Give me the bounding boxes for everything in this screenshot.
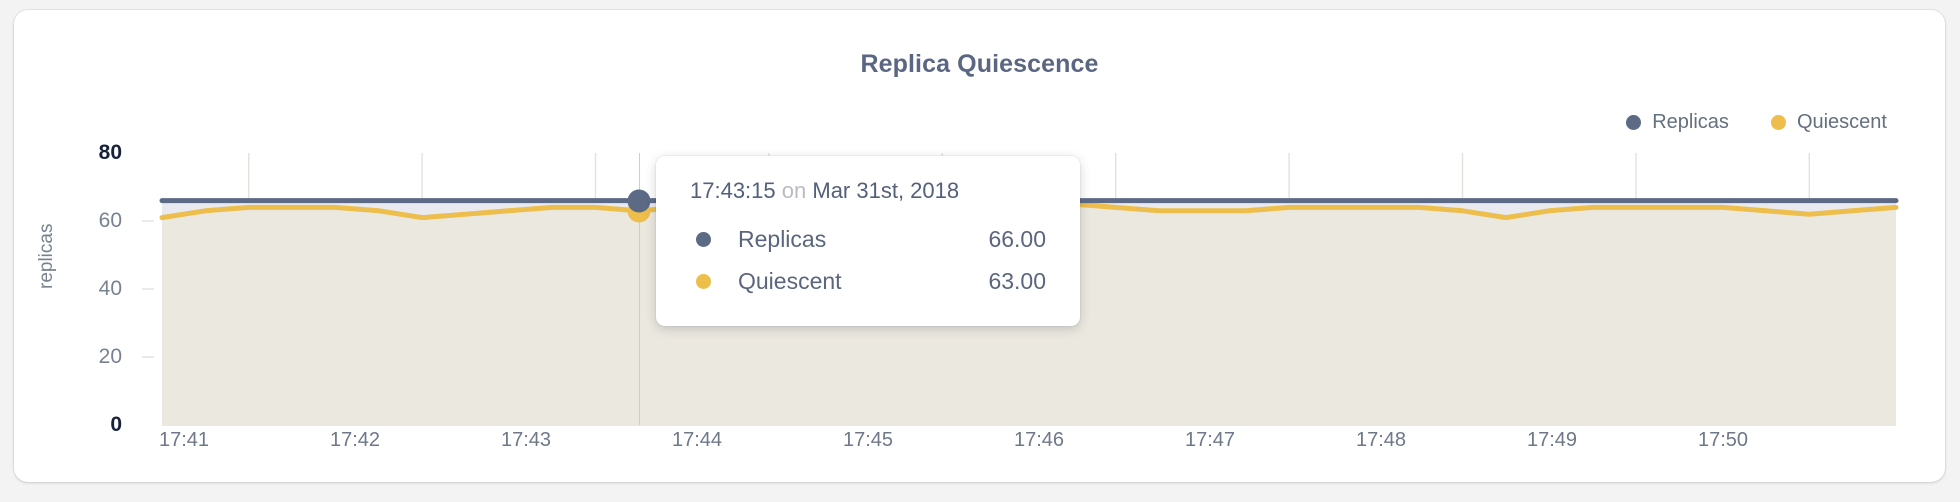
chart-tooltip: 17:43:15 on Mar 31st, 2018 Replicas 66.0…	[656, 156, 1080, 326]
tooltip-label-replicas: Replicas	[738, 225, 827, 252]
legend-item-replicas[interactable]: Replicas	[1626, 111, 1729, 134]
circle-dot-icon	[696, 273, 711, 289]
page-title: Replica Quiescence	[860, 50, 1099, 78]
legend-label-quiescent: Quiescent	[1796, 111, 1887, 133]
x-tick-6: 17:47	[1184, 429, 1236, 451]
y-tick-20: 20	[98, 345, 122, 368]
tooltip-row-quiescent: Quiescent 63.00	[690, 260, 1046, 302]
tooltip-date: Mar 31st, 2018	[812, 178, 960, 203]
x-tick-9: 17:50	[1697, 429, 1749, 451]
tooltip-time: 17:43:15	[690, 178, 776, 203]
legend-item-quiescent[interactable]: Quiescent	[1770, 111, 1887, 134]
x-tick-8: 17:49	[1526, 429, 1578, 451]
hover-marker-replicas	[627, 189, 651, 213]
x-tick-4: 17:45	[842, 429, 894, 451]
tooltip-row-replicas: Replicas 66.00	[690, 218, 1046, 260]
chart-card: Replica Quiescence Replicas Quiescent re…	[14, 10, 1945, 482]
x-tick-7: 17:48	[1355, 429, 1407, 451]
y-tick-40: 40	[98, 277, 122, 300]
y-tick-60: 60	[98, 209, 122, 232]
x-tick-2: 17:43	[500, 429, 552, 451]
y-tick-dash-60	[142, 220, 154, 222]
y-tick-80: 80	[98, 141, 122, 164]
tooltip-label-quiescent: Quiescent	[738, 267, 842, 294]
tooltip-value-replicas: 66.00	[988, 225, 1046, 252]
circle-dot-icon	[1626, 115, 1642, 130]
tooltip-header: 17:43:15 on Mar 31st, 2018	[690, 178, 1046, 204]
tooltip-on-word: on	[781, 178, 807, 203]
tooltip-value-quiescent: 63.00	[988, 267, 1046, 294]
y-tick-dash-20	[142, 356, 154, 358]
hover-crosshair	[638, 153, 640, 425]
y-tick-dash-40	[142, 288, 154, 290]
x-tick-5: 17:46	[1013, 429, 1065, 451]
x-tick-3: 17:44	[671, 429, 723, 451]
legend-label-replicas: Replicas	[1652, 111, 1729, 133]
x-tick-1: 17:42	[329, 429, 381, 451]
chart-legend: Replicas Quiescent	[1626, 111, 1887, 134]
circle-dot-icon	[696, 231, 711, 247]
x-tick-0: 17:41	[158, 429, 210, 451]
y-tick-0: 0	[110, 413, 122, 436]
circle-dot-icon	[1770, 115, 1786, 130]
